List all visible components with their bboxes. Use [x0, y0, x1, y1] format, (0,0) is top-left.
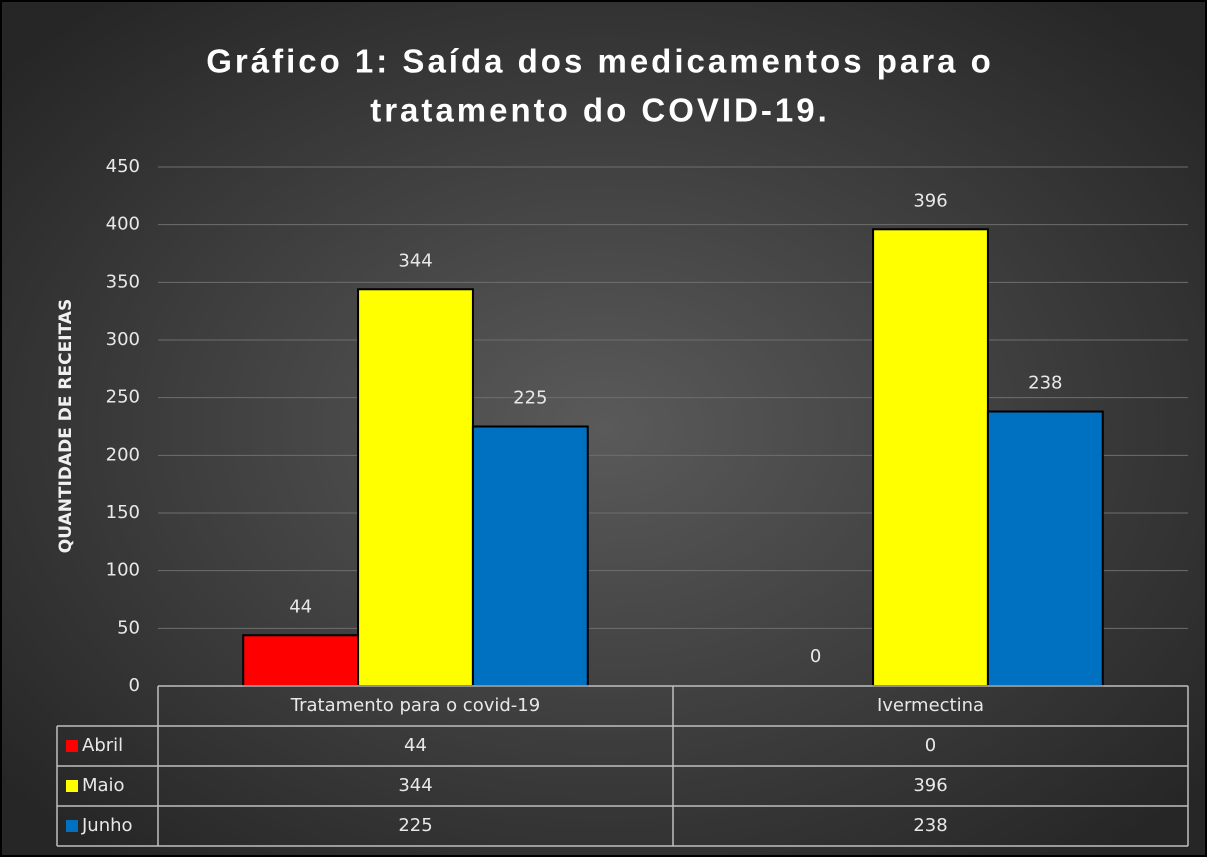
x-tick-label: Ivermectina — [877, 695, 984, 716]
y-tick-label: 0 — [129, 675, 140, 696]
legend-key — [66, 740, 78, 752]
bar — [986, 410, 1104, 687]
table-value: 396 — [913, 775, 947, 796]
y-tick-label: 50 — [117, 617, 140, 638]
bar — [872, 228, 989, 687]
legend-label: Maio — [82, 775, 125, 796]
y-tick-label: 400 — [106, 214, 140, 235]
legend-label: Abril — [82, 735, 123, 756]
y-tick-label: 300 — [106, 329, 140, 350]
data-label: 44 — [289, 596, 312, 617]
data-label: 238 — [1028, 373, 1062, 394]
y-tick-label: 200 — [106, 444, 140, 465]
y-tick-label: 150 — [106, 502, 140, 523]
data-label: 396 — [913, 190, 947, 211]
data-label: 0 — [810, 646, 821, 667]
data-label: 225 — [513, 388, 547, 409]
bar — [471, 425, 589, 687]
legend-label: Junho — [81, 815, 133, 836]
bar — [357, 288, 474, 687]
chart-title: Gráfico 1: Saída dos medicamentos para o — [206, 43, 994, 80]
y-tick-label: 100 — [106, 560, 140, 581]
table-value: 0 — [925, 735, 936, 756]
y-axis-title: QUANTIDADE DE RECEITAS — [56, 299, 76, 553]
y-tick-label: 350 — [106, 271, 140, 292]
table-value: 238 — [913, 815, 947, 836]
bar — [242, 634, 360, 688]
legend-key — [66, 780, 78, 792]
y-tick-label: 450 — [106, 156, 140, 177]
data-label: 344 — [398, 250, 432, 271]
chart-title: tratamento do COVID-19. — [370, 92, 830, 129]
table-value: 344 — [398, 775, 432, 796]
x-tick-label: Tratamento para o covid-19 — [290, 695, 540, 716]
table-value: 225 — [398, 815, 432, 836]
table-value: 44 — [404, 735, 427, 756]
legend-key — [66, 820, 78, 832]
y-tick-label: 250 — [106, 387, 140, 408]
